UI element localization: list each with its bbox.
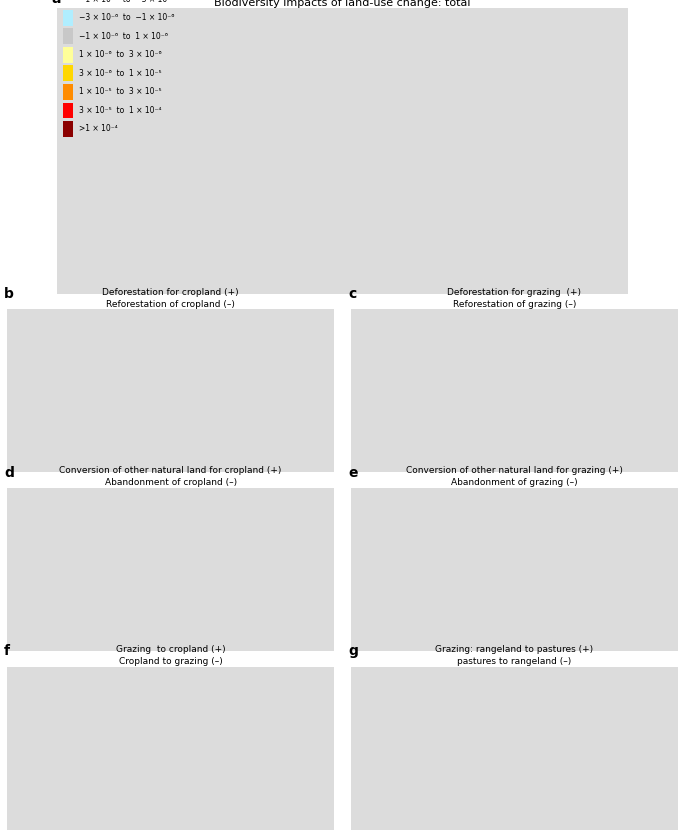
Title: Conversion of other natural land for cropland (+)
Abandonment of cropland (–): Conversion of other natural land for cro… bbox=[60, 466, 282, 487]
Text: −3 × 10⁻⁶  to  −1 × 10⁻⁶: −3 × 10⁻⁶ to −1 × 10⁻⁶ bbox=[79, 13, 174, 22]
FancyBboxPatch shape bbox=[63, 84, 73, 100]
Title: Grazing: rangeland to pastures (+)
pastures to rangeland (–): Grazing: rangeland to pastures (+) pastu… bbox=[436, 645, 593, 665]
FancyBboxPatch shape bbox=[63, 122, 73, 137]
Title: Deforestation for cropland (+)
Reforestation of cropland (–): Deforestation for cropland (+) Reforesta… bbox=[102, 287, 239, 308]
Text: >1 × 10⁻⁴: >1 × 10⁻⁴ bbox=[79, 125, 118, 133]
Title: Deforestation for grazing  (+)
Reforestation of grazing (–): Deforestation for grazing (+) Reforestat… bbox=[447, 287, 582, 308]
Text: d: d bbox=[4, 466, 14, 480]
Text: 3 × 10⁻⁵  to  1 × 10⁻⁴: 3 × 10⁻⁵ to 1 × 10⁻⁴ bbox=[79, 106, 161, 115]
FancyBboxPatch shape bbox=[63, 28, 73, 44]
Text: −1 × 10⁻⁶  to  1 × 10⁻⁶: −1 × 10⁻⁶ to 1 × 10⁻⁶ bbox=[79, 32, 168, 41]
Text: 3 × 10⁻⁶  to  1 × 10⁻⁵: 3 × 10⁻⁶ to 1 × 10⁻⁵ bbox=[79, 69, 162, 78]
Title: Conversion of other natural land for grazing (+)
Abandonment of grazing (–): Conversion of other natural land for gra… bbox=[406, 466, 623, 487]
FancyBboxPatch shape bbox=[63, 0, 73, 7]
FancyBboxPatch shape bbox=[63, 47, 73, 63]
FancyBboxPatch shape bbox=[63, 10, 73, 25]
FancyBboxPatch shape bbox=[63, 65, 73, 81]
Text: a: a bbox=[51, 0, 61, 6]
Text: 1 × 10⁻⁶  to  3 × 10⁻⁶: 1 × 10⁻⁶ to 3 × 10⁻⁶ bbox=[79, 50, 162, 59]
Text: e: e bbox=[348, 466, 358, 480]
FancyBboxPatch shape bbox=[63, 102, 73, 118]
Title: Grazing  to cropland (+)
Cropland to grazing (–): Grazing to cropland (+) Cropland to graz… bbox=[116, 645, 225, 665]
Text: g: g bbox=[348, 644, 358, 659]
Text: 1 × 10⁻⁵  to  3 × 10⁻⁵: 1 × 10⁻⁵ to 3 × 10⁻⁵ bbox=[79, 87, 162, 96]
Text: c: c bbox=[348, 287, 356, 301]
Text: b: b bbox=[4, 287, 14, 301]
Text: −1 × 10⁻⁵  to  −3 × 10⁻⁶: −1 × 10⁻⁵ to −3 × 10⁻⁶ bbox=[79, 0, 174, 3]
Title: Biodiversity impacts of land-use change: total: Biodiversity impacts of land-use change:… bbox=[214, 0, 471, 8]
Text: f: f bbox=[4, 644, 10, 659]
